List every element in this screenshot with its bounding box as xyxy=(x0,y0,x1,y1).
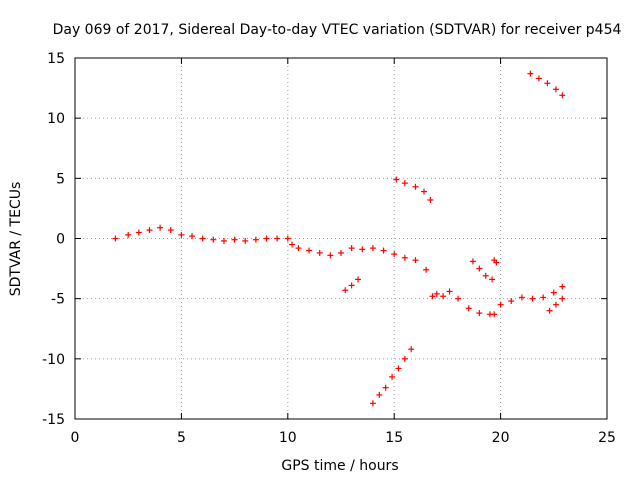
data-point xyxy=(112,235,119,242)
y-axis-label: SDTVAR / TECUs xyxy=(8,182,24,297)
data-point xyxy=(252,236,259,243)
data-point xyxy=(376,391,383,398)
y-tick-label: -10 xyxy=(42,352,65,368)
data-point xyxy=(559,295,566,302)
data-point xyxy=(476,310,483,317)
data-point xyxy=(412,257,419,264)
data-point xyxy=(518,294,525,301)
data-point xyxy=(284,235,291,242)
data-point xyxy=(369,400,376,407)
data-point xyxy=(540,294,547,301)
data-point xyxy=(359,246,366,253)
data-point xyxy=(391,251,398,258)
data-point xyxy=(491,311,498,318)
data-point xyxy=(178,231,185,238)
data-point xyxy=(342,287,349,294)
data-point xyxy=(210,236,217,243)
data-series xyxy=(112,70,566,407)
data-point xyxy=(189,233,196,240)
data-point xyxy=(327,252,334,259)
data-point xyxy=(220,237,227,244)
data-point xyxy=(231,236,238,243)
data-point xyxy=(546,307,553,314)
y-tick-label: 5 xyxy=(56,171,65,187)
data-point xyxy=(465,305,472,312)
data-point xyxy=(489,276,496,283)
data-point xyxy=(469,258,476,265)
data-point xyxy=(493,259,500,266)
data-point xyxy=(527,70,534,77)
data-point xyxy=(289,241,296,248)
data-point xyxy=(199,235,206,242)
data-point xyxy=(482,272,489,279)
data-point xyxy=(401,180,408,187)
data-point xyxy=(408,346,415,353)
data-point xyxy=(476,265,483,272)
data-point xyxy=(146,227,153,234)
y-tick-label: 10 xyxy=(47,111,65,127)
data-point xyxy=(393,176,400,183)
data-point xyxy=(455,295,462,302)
x-tick-label: 5 xyxy=(177,430,186,446)
data-point xyxy=(440,293,447,300)
y-tick-label: -5 xyxy=(51,292,65,308)
data-point xyxy=(125,231,132,238)
y-tick-label: -15 xyxy=(42,412,65,428)
data-point xyxy=(433,290,440,297)
data-point xyxy=(559,92,566,99)
data-point xyxy=(535,75,542,82)
data-point xyxy=(157,224,164,231)
data-point xyxy=(446,288,453,295)
data-point xyxy=(348,245,355,252)
data-point xyxy=(429,293,436,300)
data-point xyxy=(348,282,355,289)
data-point xyxy=(395,365,402,372)
data-point xyxy=(508,298,515,305)
x-tick-label: 15 xyxy=(385,430,403,446)
data-point xyxy=(427,196,434,203)
axis-ticks: 0 5 10 15 20 25 -15 -10 -5 0 5 10 15 xyxy=(42,51,616,446)
data-point xyxy=(497,301,504,308)
data-point xyxy=(135,229,142,236)
data-point xyxy=(544,80,551,87)
data-point xyxy=(389,373,396,380)
data-point xyxy=(401,355,408,362)
data-point xyxy=(369,245,376,252)
data-point xyxy=(412,183,419,190)
y-tick-label: 0 xyxy=(56,232,65,248)
data-point xyxy=(274,235,281,242)
data-point xyxy=(338,249,344,256)
data-point xyxy=(242,237,249,244)
data-point xyxy=(306,247,313,254)
data-point xyxy=(355,276,362,283)
x-tick-label: 20 xyxy=(492,430,510,446)
x-tick-label: 0 xyxy=(71,430,80,446)
grid-lines xyxy=(75,58,607,419)
data-point xyxy=(559,283,566,290)
x-tick-label: 25 xyxy=(598,430,616,446)
data-point xyxy=(263,235,270,242)
data-point xyxy=(529,295,536,302)
chart-title: Day 069 of 2017, Sidereal Day-to-day VTE… xyxy=(53,22,622,38)
data-point xyxy=(380,247,387,254)
data-point xyxy=(401,254,408,261)
data-point xyxy=(382,384,389,391)
data-point xyxy=(552,301,559,308)
data-point xyxy=(295,245,302,252)
data-point xyxy=(550,289,557,296)
x-tick-label: 10 xyxy=(279,430,297,446)
data-point xyxy=(552,86,559,93)
data-point xyxy=(423,266,430,273)
x-axis-label: GPS time / hours xyxy=(281,458,398,474)
data-point xyxy=(316,249,323,256)
data-point xyxy=(167,227,174,234)
y-tick-label: 15 xyxy=(47,51,65,67)
data-point xyxy=(420,188,427,195)
